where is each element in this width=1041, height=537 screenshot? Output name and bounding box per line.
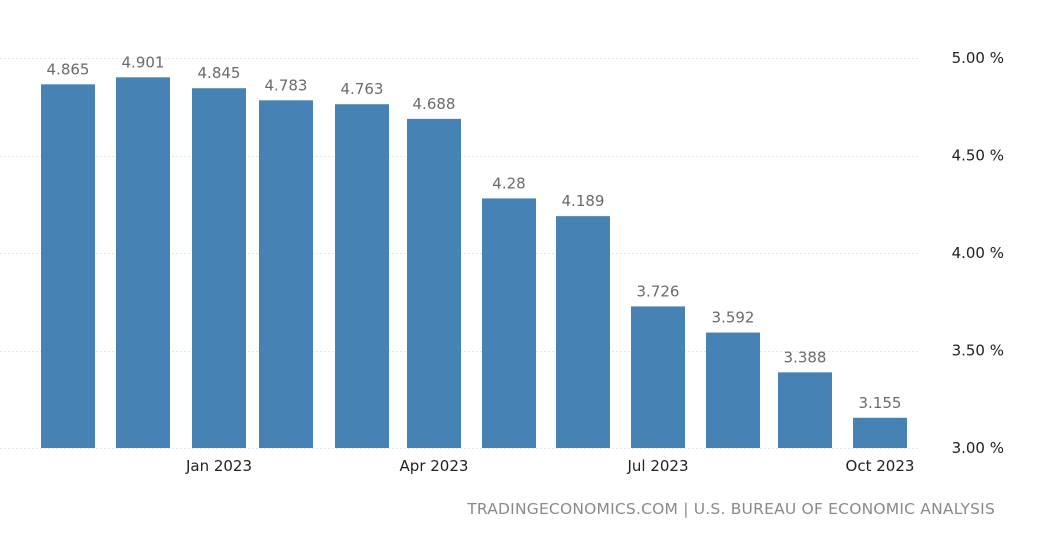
data-label: 4.783 (265, 76, 308, 94)
bar (335, 104, 389, 448)
data-label: 4.865 (47, 60, 90, 78)
data-label: 3.592 (712, 309, 755, 327)
y-axis-ticks: 3.00 % 3.50 % 4.00 % 4.50 % 5.00 % (952, 49, 1004, 457)
x-axis-ticks: Jan 2023 Apr 2023 Jul 2023 Oct 2023 (185, 457, 914, 475)
y-tick-label: 4.50 % (952, 147, 1004, 165)
data-label: 4.901 (122, 53, 165, 71)
y-tick-label: 3.50 % (952, 342, 1004, 360)
y-tick-label: 5.00 % (952, 49, 1004, 67)
data-label: 3.388 (784, 348, 827, 366)
data-label: 3.155 (859, 394, 902, 412)
data-label: 4.28 (492, 174, 525, 192)
bars (41, 77, 907, 449)
bar (259, 100, 313, 448)
bar (631, 306, 685, 448)
bar (407, 118, 461, 448)
bar (116, 77, 170, 449)
data-label: 4.189 (562, 192, 605, 210)
y-tick-label: 4.00 % (952, 244, 1004, 262)
x-tick-label: Apr 2023 (400, 457, 469, 475)
x-tick-label: Oct 2023 (846, 457, 915, 475)
bar (41, 84, 95, 448)
x-tick-label: Jan 2023 (185, 457, 252, 475)
data-label: 4.688 (413, 95, 456, 113)
bar (706, 332, 760, 448)
bar (482, 198, 536, 448)
y-tick-label: 3.00 % (952, 439, 1004, 457)
bar (556, 216, 610, 448)
data-labels: 4.865 4.901 4.845 4.783 4.763 4.688 4.28 4.189 3… (47, 53, 902, 411)
source-attribution: TRADINGECONOMICS.COM | U.S. BUREAU OF EC… (467, 500, 995, 518)
data-label: 4.845 (198, 64, 241, 82)
bar (853, 417, 907, 448)
data-label: 3.726 (637, 282, 680, 300)
data-label: 4.763 (341, 80, 384, 98)
x-tick-label: Jul 2023 (626, 457, 688, 475)
bar (192, 88, 246, 448)
bar (778, 372, 832, 448)
